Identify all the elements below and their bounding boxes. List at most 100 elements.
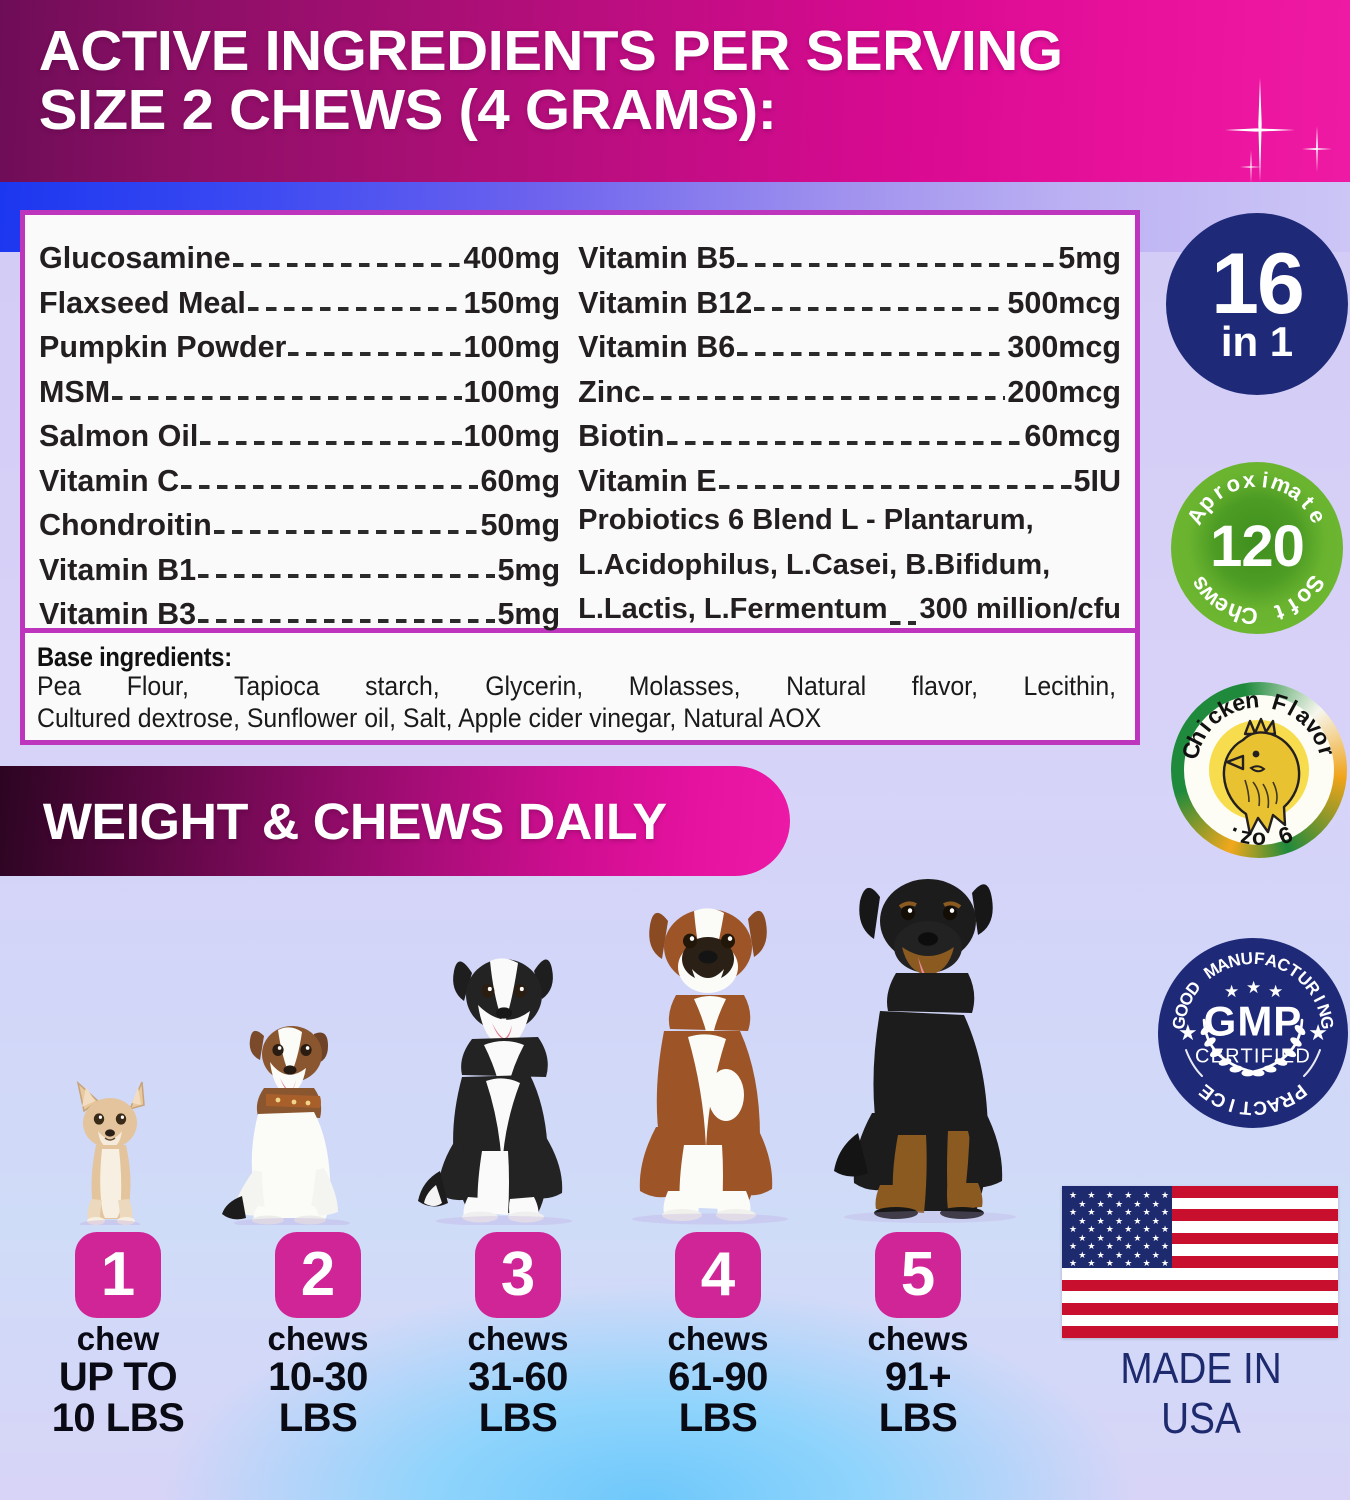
ingredient-leader-dots — [718, 485, 1072, 489]
flag-star: ★ — [1151, 1232, 1160, 1243]
flag-star: ★ — [1087, 1207, 1096, 1218]
usa-flag-icon: ★ ★ ★ ★ ★ ★ ★ ★ ★ ★ ★ ★ ★ ★ ★ ★ ★ ★ ★ ★ ★ ★ ★ ★ ★ ★ ★ ★ ★ ★ ★ ★ ★ ★ ★ ★ ★ ★ ★ ★… — [1062, 1186, 1338, 1338]
dosage-unit-label: chews — [267, 1320, 369, 1357]
ingredient-value: 500mcg — [1007, 285, 1121, 320]
ingredient-leader-dots — [754, 307, 1006, 311]
header-title: ACTIVE INGREDIENTS PER SERVING SIZE 2 CH… — [0, 0, 1316, 141]
ingredient-row: Flaxseed Meal 150mg — [39, 276, 560, 321]
ingredient-name: Glucosamine — [39, 241, 231, 275]
ingredient-row: Vitamin B12 500mcg — [578, 276, 1121, 321]
ingredient-value: 300mcg — [1007, 330, 1121, 364]
ingredients-column-left: Glucosamine 400mg Flaxseed Meal 150mg Pumpki… — [39, 231, 561, 629]
dosage-unit-label: chews — [867, 1320, 969, 1357]
ingredient-leader-dots — [247, 307, 462, 311]
ingredient-leader-dots — [198, 574, 496, 578]
active-ingredients-table: Glucosamine 400mg Flaxseed Meal 150mg Pumpki… — [25, 215, 1135, 629]
ingredient-value: 60mg — [480, 463, 561, 498]
ingredient-leader-dots — [889, 620, 916, 625]
ingredient-name: Vitamin B1 — [39, 552, 197, 587]
ingredient-row: Vitamin B3 5mg — [39, 587, 560, 632]
star-icon: ★ — [1224, 982, 1240, 1001]
flag-star: ★ — [1115, 1198, 1124, 1209]
badge-16-in-1: 16 in 1 — [1166, 213, 1348, 395]
dosage-item: 4 chews 61-90 LBS — [618, 1232, 818, 1439]
dosage-item: 2 chews 10-30 LBS — [218, 1232, 418, 1439]
ingredient-name: Pumpkin Powder — [39, 330, 287, 364]
ingredient-row: Vitamin B6 300mcg — [578, 320, 1121, 365]
flag-stripe — [1062, 1244, 1338, 1257]
dosage-unit-label: chew — [76, 1320, 160, 1357]
dosage-weight-line-2: 10 LBS — [51, 1396, 185, 1441]
header-title-line1: ACTIVE INGREDIENTS PER SERVING — [38, 19, 1063, 83]
flag-star: ★ — [1161, 1258, 1170, 1269]
badge-chews-number: 120 — [1210, 514, 1305, 580]
dog-illustration-jack-russell — [210, 1010, 378, 1225]
dosage-count-chip: 5 — [875, 1232, 961, 1318]
flag-stripe — [1062, 1291, 1338, 1303]
flag-star: ★ — [1069, 1190, 1078, 1201]
ingredient-name: Vitamin B12 — [578, 285, 753, 320]
dosage-unit-label: chews — [467, 1320, 569, 1357]
ingredient-name: Salmon Oil — [39, 419, 199, 453]
ingredient-leader-dots — [737, 351, 1006, 356]
flag-stripe — [1062, 1302, 1338, 1315]
dosage-count-chip: 4 — [675, 1232, 761, 1318]
dosage-item: 5 chews 91+ LBS — [818, 1232, 1018, 1439]
ingredient-leader-dots — [213, 529, 479, 534]
flag-star: ★ — [1142, 1241, 1151, 1252]
ingredient-value: 100mg — [463, 330, 561, 364]
flag-stripe — [1062, 1197, 1338, 1210]
flag-star: ★ — [1142, 1207, 1151, 1218]
arc-char: o — [1251, 827, 1267, 854]
flag-star: ★ — [1105, 1224, 1114, 1235]
ingredient-leader-dots — [288, 351, 462, 356]
flag-star: ★ — [1105, 1207, 1114, 1218]
ingredient-leader-dots — [181, 485, 479, 489]
dog-illustration-rottweiler — [822, 863, 1040, 1225]
flag-star: ★ — [1069, 1241, 1078, 1252]
arc-char: 9 — [1274, 820, 1297, 850]
flag-star: ★ — [1078, 1232, 1087, 1243]
flag-star: ★ — [1133, 1249, 1142, 1260]
dosage-item: 3 chews 31-60 LBS — [418, 1232, 618, 1439]
flag-star: ★ — [1161, 1224, 1170, 1235]
flag-stripe — [1062, 1314, 1338, 1327]
probiotics-name: L.Lactis, L.Fermentum — [578, 593, 888, 625]
base-ingredients-line-2: Cultured dextrose, Sunflower oil, Salt, … — [37, 703, 822, 734]
ingredient-name: Flaxseed Meal — [39, 285, 246, 320]
probiotics-line-3: L.Lactis, L.Fermentum 300 million/cfu — [578, 587, 1121, 632]
dosage-count-chip: 2 — [275, 1232, 361, 1318]
flag-star: ★ — [1124, 1190, 1133, 1201]
ingredient-value: 400mg — [463, 241, 561, 275]
chicken-head-icon — [1222, 717, 1301, 836]
ingredient-leader-dots — [198, 618, 496, 623]
dog-illustration-border-collie — [412, 935, 602, 1225]
flag-star: ★ — [1096, 1232, 1105, 1243]
flag-star: ★ — [1115, 1215, 1124, 1226]
dosage-count-chip: 3 — [475, 1232, 561, 1318]
dosage-weight-line-1: 91+ — [884, 1354, 952, 1399]
dosage-count-chip: 1 — [75, 1232, 161, 1318]
ingredient-name: Vitamin B5 — [578, 241, 736, 275]
ingredients-column-right: Vitamin B5 5mg Vitamin B12 500mcg Vitamin B6… — [560, 231, 1121, 628]
flag-star: ★ — [1096, 1215, 1105, 1226]
flag-stripe — [1062, 1186, 1338, 1198]
ingredient-row: Vitamin B1 5mg — [39, 543, 560, 588]
flag-star: ★ — [1151, 1198, 1160, 1209]
flag-star: ★ — [1124, 1241, 1133, 1252]
dosage-weight-line-2: LBS — [678, 1396, 758, 1441]
star-icon: ★ — [1268, 982, 1284, 1001]
flag-star: ★ — [1142, 1224, 1151, 1235]
flag-star: ★ — [1133, 1215, 1142, 1226]
ingredient-leader-dots — [666, 440, 1023, 445]
base-ingredients-section: Base ingredients: Pea Flour, Tapioca sta… — [25, 633, 1135, 735]
flag-stripe — [1062, 1221, 1338, 1233]
ingredients-panel: Glucosamine 400mg Flaxseed Meal 150mg Pumpki… — [20, 210, 1140, 745]
ingredient-value: 5mg — [1058, 241, 1121, 275]
ingredient-value: 150mg — [463, 285, 561, 320]
dosage-weight-line-1: UP TO — [58, 1354, 178, 1399]
flag-canton: ★ ★ ★ ★ ★ ★ ★ ★ ★ ★ ★ ★ ★ ★ ★ ★ ★ ★ ★ ★ ★ ★ ★ ★ ★ ★ ★ ★ ★ ★ ★ ★ ★ ★ ★ ★ ★ ★ ★ ★… — [1062, 1186, 1173, 1269]
base-ingredients-line-1: Pea Flour, Tapioca starch, Glycerin, Mol… — [37, 671, 1117, 702]
